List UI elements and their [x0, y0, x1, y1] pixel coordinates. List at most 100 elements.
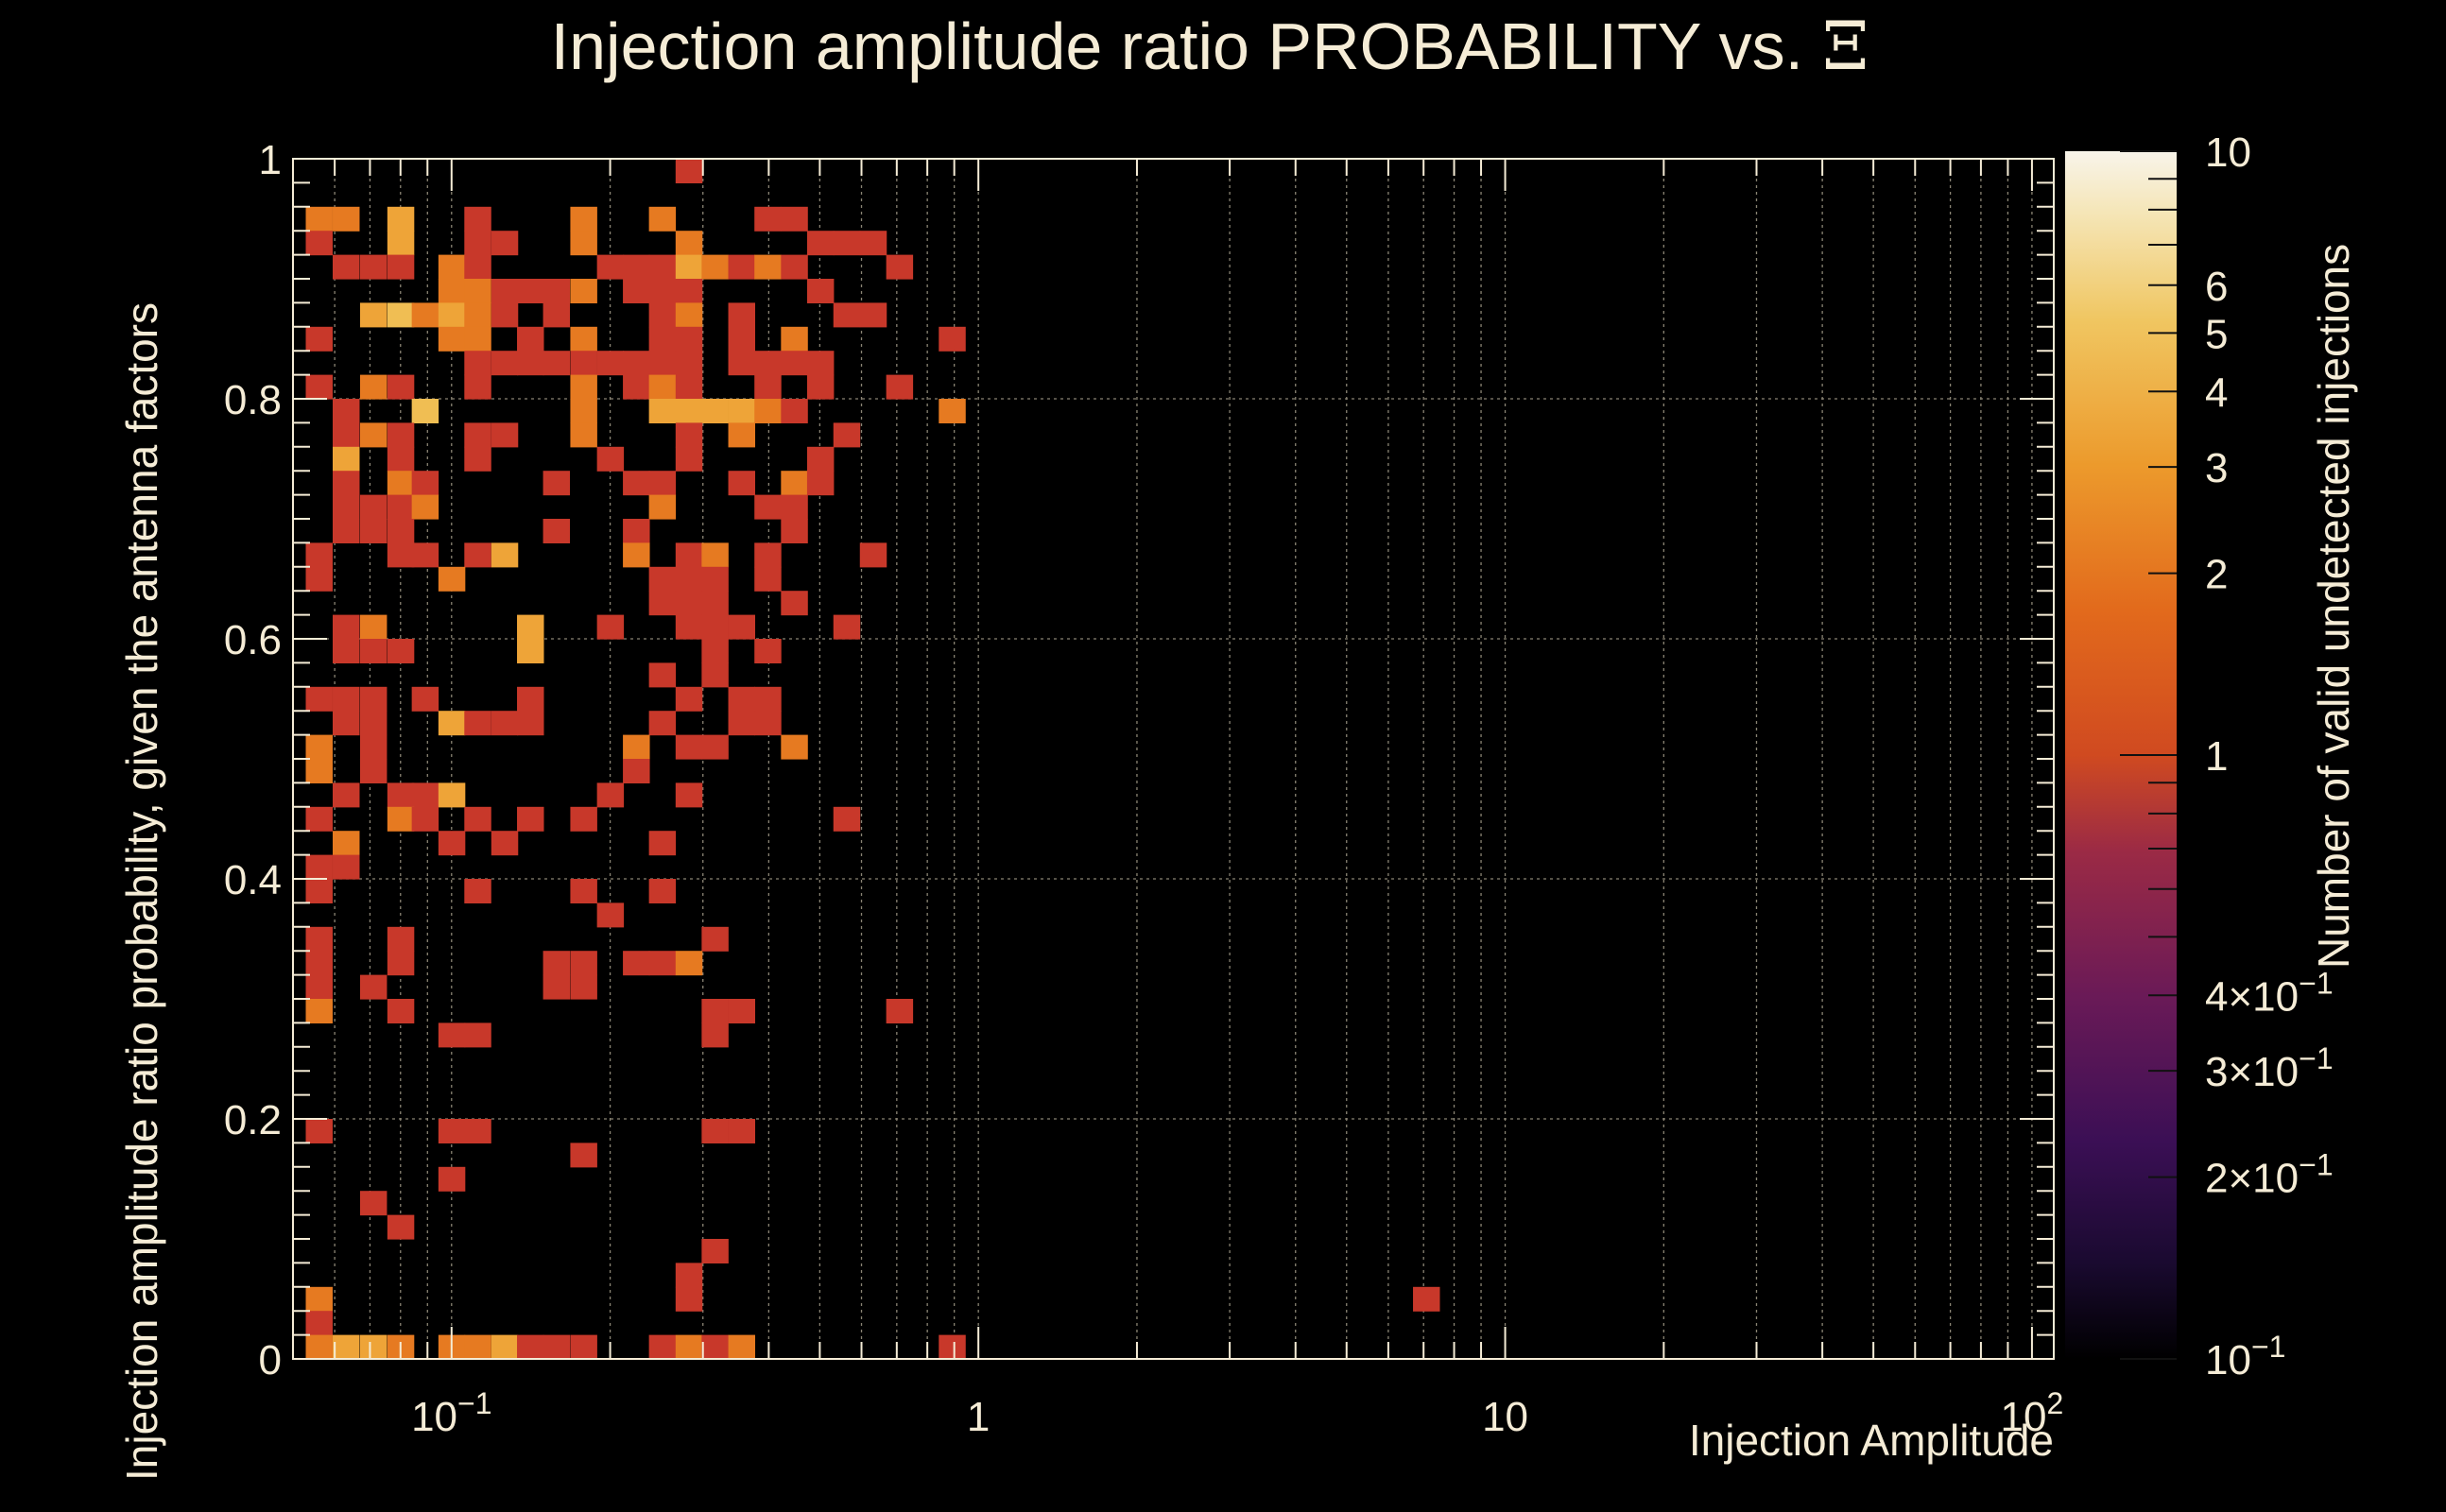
- heatmap-cell: [939, 1334, 966, 1360]
- heatmap-cell: [675, 159, 703, 183]
- heatmap-cell: [491, 351, 519, 376]
- heatmap-cell: [833, 302, 861, 328]
- heatmap-cell: [333, 519, 360, 543]
- heatmap-cell: [387, 206, 415, 232]
- heatmap-cell: [781, 399, 808, 423]
- x-tick-label-mantissa: 1: [967, 1394, 990, 1440]
- heatmap-cell: [570, 806, 597, 832]
- heatmap-cell: [648, 494, 677, 520]
- heatmap-cell: [648, 951, 677, 976]
- heatmap-cell: [728, 302, 756, 328]
- heatmap-cell: [305, 1311, 333, 1336]
- heatmap-cell: [305, 974, 333, 1000]
- heatmap-cell: [305, 734, 333, 760]
- heatmap-cell: [754, 686, 782, 712]
- heatmap-cell: [411, 471, 439, 496]
- heatmap-cell: [305, 326, 333, 352]
- heatmap-cell: [701, 399, 729, 423]
- heatmap-cell: [570, 206, 597, 232]
- heatmap-cell: [570, 374, 597, 400]
- heatmap-cell: [333, 494, 360, 520]
- color-bar-tick-label-mantissa: 10: [2252, 973, 2299, 1020]
- heatmap-cell: [623, 951, 650, 976]
- heatmap-cell: [675, 1263, 703, 1288]
- heatmap-cell: [491, 542, 519, 568]
- heatmap-cell: [333, 711, 360, 736]
- y-tick-label: 1: [259, 137, 282, 183]
- color-bar-tick-label-mantissa: 5: [2205, 311, 2228, 357]
- color-bar-tick-label-mantissa: 4: [2205, 369, 2228, 416]
- heatmap-cell: [491, 302, 519, 328]
- heatmap-cell: [333, 1334, 360, 1360]
- heatmap-cell: [305, 1119, 333, 1143]
- color-bar-tick-label-mantissa: 2: [2205, 552, 2228, 598]
- heatmap-cell: [517, 614, 544, 640]
- heatmap-cell: [387, 782, 415, 808]
- color-bar-tick-label-mantissa: 10: [2252, 1156, 2299, 1202]
- heatmap-cell: [701, 614, 729, 640]
- heatmap-cell: [675, 254, 703, 280]
- heatmap-cell: [833, 422, 861, 448]
- color-bar-tick-label-prefix: 3×: [2205, 1049, 2252, 1095]
- heatmap-cell: [675, 542, 703, 568]
- heatmap-cell: [464, 351, 491, 376]
- heatmap-cell: [438, 326, 466, 352]
- heatmap-cell: [596, 446, 625, 472]
- heatmap-cell: [623, 351, 650, 376]
- heatmap-cell: [675, 614, 703, 640]
- heatmap-cell: [491, 231, 519, 256]
- heatmap-cell: [701, 999, 729, 1023]
- color-bar-tick-label-mantissa: 3: [2205, 445, 2228, 491]
- heatmap-cell: [387, 1214, 415, 1240]
- heatmap-cell: [781, 494, 808, 520]
- heatmap-cell: [387, 542, 415, 568]
- heatmap-cell: [596, 351, 625, 376]
- color-bar-tick-label-mantissa: 10: [2205, 129, 2251, 176]
- heatmap-cell: [305, 1334, 333, 1360]
- heatmap-cell: [754, 374, 782, 400]
- heatmap-cell: [359, 422, 388, 448]
- heatmap-cell: [333, 446, 360, 472]
- heatmap-cell: [754, 399, 782, 423]
- color-bar-tick-label-prefix: 4×: [2205, 973, 2252, 1020]
- heatmap-cell: [438, 782, 466, 808]
- color-bar-tick-label: 4: [2205, 369, 2228, 416]
- heatmap-cell: [305, 206, 333, 232]
- heatmap-cell: [333, 471, 360, 496]
- color-bar-tick-label: 3: [2205, 445, 2228, 491]
- heatmap-cell: [648, 879, 677, 903]
- heatmap-cell: [333, 639, 360, 663]
- heatmap-cell: [939, 399, 966, 423]
- heatmap-cell: [517, 711, 544, 736]
- heatmap-cell: [648, 351, 677, 376]
- heatmap-cell: [464, 326, 491, 352]
- heatmap-cell: [359, 974, 388, 1000]
- heatmap-cell: [387, 302, 415, 328]
- color-bar-tick-label-mantissa: 1: [2205, 733, 2228, 780]
- heatmap-cell: [675, 374, 703, 400]
- x-tick-label-mantissa: 10: [1482, 1394, 1528, 1440]
- heatmap-cell: [543, 279, 571, 303]
- y-tick-label: 0.6: [224, 617, 282, 663]
- heatmap-cell: [387, 231, 415, 256]
- heatmap-cell: [833, 614, 861, 640]
- heatmap-cell: [623, 254, 650, 280]
- heatmap-cell: [648, 1334, 677, 1360]
- heatmap-cell: [570, 951, 597, 976]
- heatmap-cell: [886, 999, 914, 1023]
- heatmap-cell: [438, 1166, 466, 1192]
- heatmap-cell: [806, 374, 835, 400]
- heatmap-cell: [623, 734, 650, 760]
- heatmap-cell: [701, 254, 729, 280]
- heatmap-cell: [623, 542, 650, 568]
- heatmap-cell: [305, 879, 333, 903]
- heatmap-cell: [359, 639, 388, 663]
- heatmap-cell: [464, 422, 491, 448]
- heatmap-cell: [728, 614, 756, 640]
- heatmap-cell: [517, 351, 544, 376]
- heatmap-cell: [305, 999, 333, 1023]
- color-bar-tick-label-mantissa: 10: [2205, 1337, 2251, 1383]
- heatmap-cell: [387, 494, 415, 520]
- heatmap-cell: [570, 231, 597, 256]
- heatmap-cell: [648, 279, 677, 303]
